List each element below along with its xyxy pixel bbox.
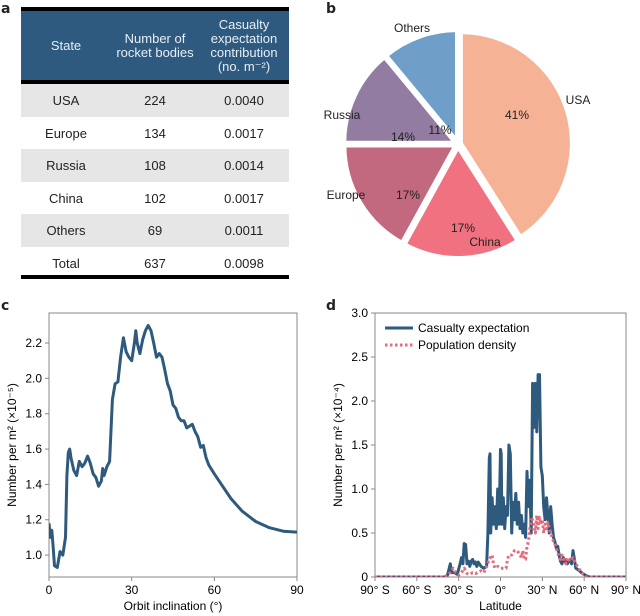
- table-header: State Number of rocket bodies Casualty e…: [21, 7, 289, 84]
- table-row: Europe 134 0.0017: [21, 117, 289, 150]
- series-line-casualty-expectation: [375, 373, 626, 577]
- x-tick-label: 60: [208, 583, 222, 597]
- cell-state: Europe: [45, 125, 87, 141]
- y-tick-label: 2.5: [351, 350, 368, 364]
- cell-state: Others: [46, 223, 86, 238]
- inclination-line-chart: 0 30 60 90 1.0 1.2 1.4 1.6 1.8 2.0 2.2 Orbit inclin…: [5, 312, 304, 613]
- inclination-y-axis-label: Number per m² (×10⁻⁵): [5, 383, 19, 507]
- x-tick-label: 90° N: [611, 583, 640, 597]
- panel-label-c: c: [1, 298, 10, 314]
- header-number: Number of rocket bodies: [116, 31, 194, 60]
- table-bottom-rule: [21, 275, 289, 279]
- y-tick-label: 0: [361, 570, 368, 584]
- table-row: USA 224 0.0040: [21, 84, 289, 117]
- cell-count: 108: [144, 158, 166, 173]
- header-state: State: [50, 38, 82, 53]
- header-casualty: Casualty expectation contribution (no. m…: [210, 17, 278, 74]
- pie-pct-label: 14%: [391, 130, 415, 144]
- y-tick-label: 1.6: [25, 442, 42, 456]
- pie-slice-label: USA: [566, 93, 591, 107]
- panel-label-d: d: [326, 298, 337, 314]
- y-tick-label: 1.2: [25, 513, 42, 527]
- x-tick-label: 30: [125, 583, 139, 597]
- cell-casualty: 0.0017: [224, 190, 264, 206]
- inclination-plot-frame: [48, 312, 298, 578]
- x-tick-label: 0°: [495, 583, 507, 597]
- latitude-y-axis-label: Number per m² (×10⁻⁴): [331, 383, 345, 507]
- panel-label-a: a: [1, 1, 11, 17]
- y-tick-label: 1.8: [25, 407, 42, 421]
- series-line-0: [49, 323, 297, 569]
- pie-slice-europe: [342, 143, 459, 246]
- x-tick-label: 60° S: [402, 583, 431, 597]
- latitude-x-axis-label: Latitude: [479, 599, 522, 613]
- y-tick-label: 1.0: [25, 548, 42, 562]
- pie-slice-usa: [458, 30, 574, 240]
- latitude-plot-frame: [374, 312, 627, 578]
- y-tick-label: 1.5: [351, 438, 368, 452]
- y-tick-label: 1.0: [351, 482, 368, 496]
- pie-pct-label: 11%: [428, 123, 451, 137]
- y-tick-label: 2.0: [25, 371, 42, 385]
- pie-slice-russia: [342, 54, 460, 145]
- table-row: China 102 0.0017: [21, 182, 289, 215]
- panel-label-b: b: [326, 1, 337, 17]
- cell-count: 224: [144, 93, 166, 108]
- cell-casualty: 0.0040: [224, 93, 264, 108]
- pie-slice-others: [383, 28, 459, 147]
- cell-state: Russia: [46, 158, 86, 173]
- pie-pct-label: 41%: [505, 108, 529, 122]
- inclination-x-axis-label: Orbit inclination (°): [124, 599, 223, 613]
- latitude-line-chart: 90° S 60° S 30° S 0° 30° N 60° N 90° N 0 0.5 1.0 1…: [331, 306, 640, 613]
- cell-state: USA: [52, 93, 80, 108]
- cell-casualty: 0.0014: [224, 158, 264, 173]
- legend-label: Casualty expectation: [418, 321, 529, 335]
- pie-slice-label: Others: [394, 21, 430, 35]
- pie-slice-label: China: [469, 235, 501, 249]
- x-tick-label: 0: [46, 583, 53, 597]
- pie-chart: 41%USA17%China17%Europe14%Russia11%Other…: [324, 21, 591, 260]
- cell-casualty: 0.0017: [224, 125, 264, 141]
- legend-label: Population density: [418, 338, 516, 352]
- pie-pct-label: 17%: [451, 221, 475, 235]
- rocket-bodies-table: State Number of rocket bodies Casualty e…: [21, 7, 289, 279]
- table-row: Total 637 0.0098: [21, 247, 289, 280]
- x-tick-label: 60° N: [569, 583, 599, 597]
- cell-count: 134: [144, 125, 166, 141]
- y-tick-label: 0.5: [351, 526, 368, 540]
- cell-casualty: 0.0011: [224, 223, 264, 238]
- cell-count: 102: [144, 190, 166, 206]
- series-line-population-density: [375, 513, 626, 577]
- y-tick-label: 2.2: [25, 336, 42, 350]
- cell-state: Total: [52, 255, 80, 271]
- cell-state: China: [49, 190, 83, 206]
- x-tick-label: 30° S: [444, 583, 473, 597]
- y-tick-label: 3.0: [351, 306, 368, 320]
- pie-slice-label: Russia: [324, 108, 361, 122]
- x-tick-label: 30° N: [527, 583, 557, 597]
- table-row: Others 69 0.0011: [21, 214, 289, 247]
- pie-slice-label: Europe: [327, 188, 366, 202]
- table-row: Russia 108 0.0014: [21, 149, 289, 182]
- y-tick-label: 1.4: [25, 477, 42, 491]
- x-tick-label: 90° S: [360, 583, 389, 597]
- cell-casualty: 0.0098: [224, 255, 264, 271]
- pie-pct-label: 17%: [396, 188, 420, 202]
- x-tick-label: 90: [290, 583, 304, 597]
- y-tick-label: 2.0: [351, 394, 368, 408]
- cell-count: 69: [147, 223, 163, 238]
- pie-slice-china: [401, 143, 521, 260]
- cell-count: 637: [144, 255, 166, 271]
